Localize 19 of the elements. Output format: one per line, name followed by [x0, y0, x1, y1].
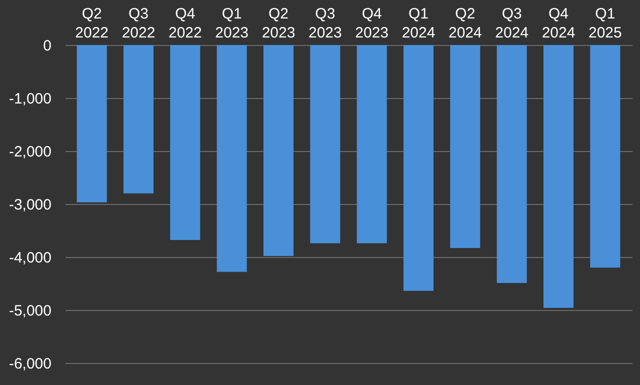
x-tick-label: Q4 2022	[168, 6, 202, 42]
y-tick-label: -1,000	[8, 90, 52, 108]
x-tick-label: Q4 2024	[542, 6, 576, 42]
x-tick-label: Q2 2022	[75, 6, 109, 42]
x-tick-label: Q2 2023	[262, 6, 296, 42]
x-tick-label: Q3 2022	[122, 6, 156, 42]
x-tick-label: Q3 2023	[308, 6, 342, 42]
y-tick-label: -4,000	[8, 250, 52, 266]
x-tick-label: Q2 2024	[448, 6, 482, 42]
y-tick-label: -3,000	[8, 196, 52, 214]
x-tick-label: Q4 2023	[355, 6, 389, 42]
x-tick-label: Q1 2023	[215, 6, 249, 42]
x-tick-label: Q1 2025	[588, 6, 622, 42]
y-tick-label: -2,000	[8, 144, 52, 160]
y-tick-label: -5,000	[8, 302, 52, 320]
x-tick-label: Q3 2024	[495, 6, 529, 42]
x-tick-label: Q1 2024	[402, 6, 436, 42]
y-tick-label: 0	[43, 38, 52, 54]
y-tick-label: -6,000	[8, 356, 52, 372]
